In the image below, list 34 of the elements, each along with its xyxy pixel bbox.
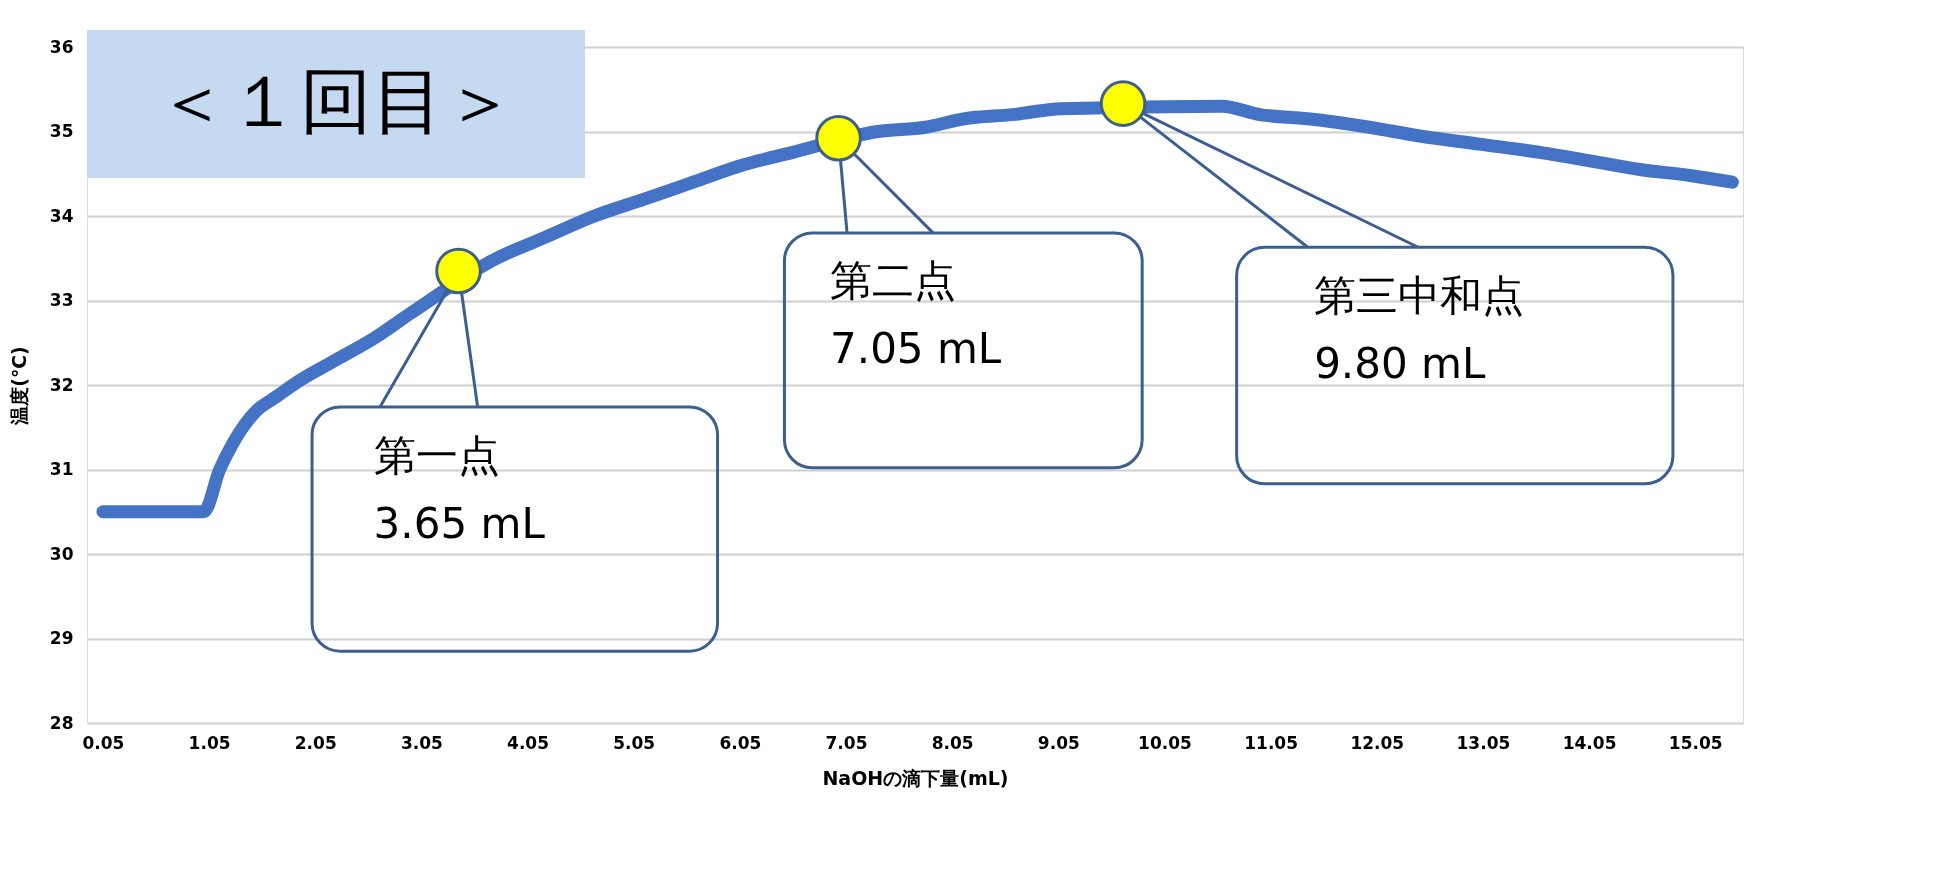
x-tick-label: 5.05 [613,732,656,753]
x-tick-label: 14.05 [1562,732,1617,753]
annotation: 第一点 3.65 mL [373,430,546,548]
x-tick-label: 15.05 [1668,732,1723,753]
x-tick-label: 10.05 [1138,732,1192,753]
x-tick-label: 6.05 [719,732,762,753]
x-tick-label: 12.05 [1350,732,1405,753]
y-tick-label: 33 [49,290,74,310]
y-axis-title: 温度(℃) [7,346,30,426]
chart-title: ＜１回目＞ [156,59,516,143]
y-tick-label: 31 [49,459,74,479]
point [1099,80,1147,127]
x-tick-label: 8.05 [931,732,974,753]
x-axis-title: NaOHの滴下量(mL) [822,766,1009,789]
x-tick-label: 4.05 [507,732,550,753]
x-tick-label: 13.05 [1456,732,1511,753]
x-tick-label: 1.05 [188,732,231,753]
annotation: 第二点 7.05 mL [830,256,1002,374]
annotation: 第三中和点 9.80 mL [1314,270,1525,388]
y-tick-label: 32 [49,374,74,395]
y-tick-label: 34 [49,205,74,226]
x-tick-label: 9.05 [1037,732,1080,753]
x-tick-label: 2.05 [294,732,337,753]
x-tick-label: 7.05 [825,732,868,753]
y-tick-label: 35 [49,121,74,141]
point [815,115,862,162]
x-tick-label: 0.05 [82,732,125,753]
x-tick-label: 11.05 [1244,732,1299,753]
y-tick-label: 30 [49,543,74,564]
y-tick-label: 29 [49,628,74,648]
point [435,247,482,295]
x-tick-label: 3.05 [400,732,443,753]
y-tick-label: 36 [49,36,74,57]
y-tick-label: 28 [49,712,74,733]
